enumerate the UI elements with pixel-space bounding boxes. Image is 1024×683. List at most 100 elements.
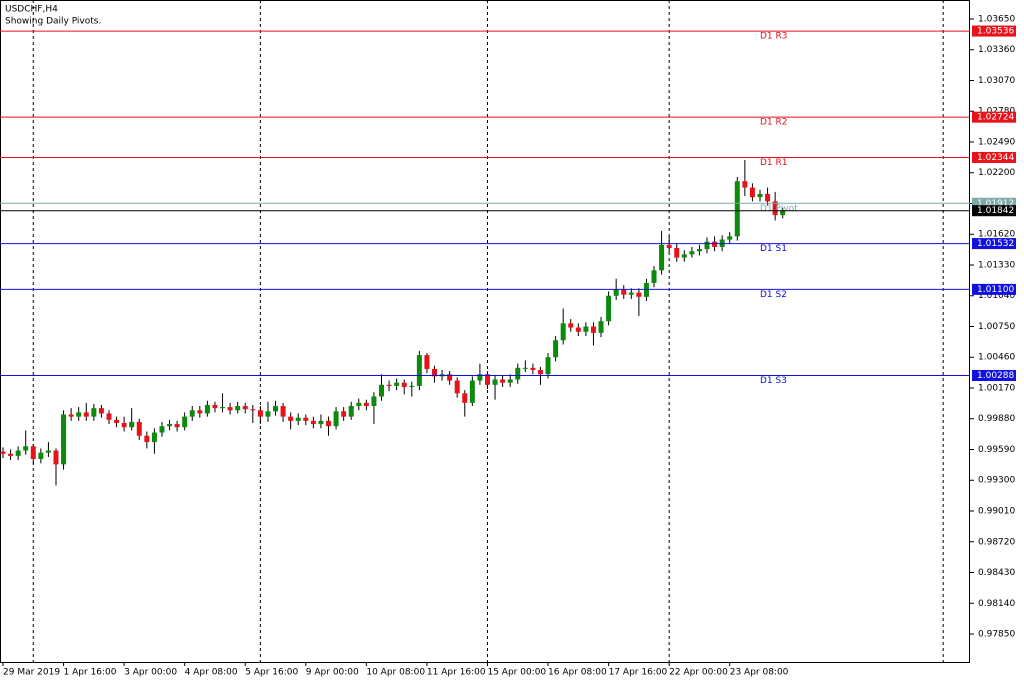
candle-body — [197, 410, 203, 414]
candle-body — [220, 407, 226, 409]
candle-body — [469, 380, 475, 403]
candle-body — [689, 251, 695, 255]
candle-body — [167, 424, 173, 427]
price-box-label: 1.02724 — [977, 113, 1014, 123]
x-tick-label: 3 Apr 00:00 — [124, 668, 177, 678]
candle-body — [780, 210, 786, 216]
candle-body — [288, 416, 294, 421]
candle-body — [0, 451, 6, 454]
candle-body — [68, 414, 74, 417]
price-box — [972, 197, 1016, 209]
candle-body — [386, 384, 392, 386]
y-tick-label: 1.02490 — [978, 137, 1015, 147]
current-price-label: 1.01842 — [977, 206, 1014, 216]
candle-body — [606, 295, 612, 322]
x-tick-label: 11 Apr 16:00 — [427, 668, 486, 678]
chart-title: USDCHF,H4 — [5, 5, 58, 15]
y-tick-label: 0.98140 — [978, 599, 1015, 609]
y-tick-label: 0.98430 — [978, 568, 1015, 578]
x-tick-label: 1 Apr 16:00 — [64, 668, 117, 678]
price-box-label: 1.00288 — [977, 371, 1014, 381]
pivot-level-name: D1 Pivot — [760, 204, 798, 214]
candle-body — [621, 289, 627, 295]
candle-body — [371, 396, 377, 407]
candle-body — [628, 292, 634, 295]
candle-body — [303, 417, 309, 421]
y-tick-label: 0.99880 — [978, 414, 1015, 424]
candle-body — [76, 412, 82, 417]
candle-body — [250, 409, 256, 411]
candle-body — [530, 367, 536, 370]
candle-body — [515, 367, 521, 380]
x-tick-label: 17 Apr 16:00 — [609, 668, 668, 678]
candle-body — [636, 292, 642, 297]
candle-body — [477, 374, 483, 381]
candle-body — [257, 410, 263, 417]
pivot-level-name: D1 S3 — [760, 376, 787, 386]
candle-body — [409, 385, 415, 387]
candle-body — [295, 417, 301, 421]
price-box — [972, 151, 1016, 163]
candle-body — [159, 426, 165, 433]
candle-body — [363, 402, 369, 407]
candle-body — [424, 355, 430, 369]
candle-body — [598, 321, 604, 333]
candle-body — [273, 406, 279, 412]
candle-body — [98, 408, 104, 414]
y-tick-label: 0.97850 — [978, 630, 1015, 640]
x-tick-label: 16 Apr 08:00 — [548, 668, 607, 678]
x-tick-label: 15 Apr 00:00 — [487, 668, 546, 678]
price-box — [972, 205, 1016, 217]
candle-body — [356, 402, 362, 407]
candle-body — [712, 241, 718, 247]
price-box — [972, 111, 1016, 123]
candle-body — [129, 421, 135, 428]
y-tick-label: 1.00750 — [978, 322, 1015, 332]
candle-body — [651, 270, 657, 284]
y-tick-label: 1.00460 — [978, 353, 1015, 363]
candle-body — [394, 382, 400, 386]
candle-body — [674, 248, 680, 258]
candle-body — [553, 340, 559, 358]
candle-body — [772, 201, 778, 216]
candle-body — [348, 406, 354, 417]
candle-body — [212, 404, 218, 409]
candle-body — [696, 249, 702, 252]
candle-body — [492, 379, 498, 385]
candle-body — [613, 289, 619, 296]
candle-body — [666, 244, 672, 249]
candle-body — [704, 241, 710, 250]
candle-body — [333, 411, 339, 427]
candle-body — [114, 419, 120, 423]
candle-body — [507, 379, 513, 383]
y-tick-label: 1.03650 — [978, 14, 1015, 24]
candle-body — [659, 244, 665, 271]
candle-body — [462, 393, 468, 403]
candle-body — [45, 450, 51, 453]
candle-body — [182, 416, 188, 428]
pivot-level-name: D1 R1 — [760, 158, 788, 168]
candle-body — [53, 450, 59, 465]
candle-body — [590, 326, 596, 333]
candle-body — [749, 187, 755, 198]
candle-body — [189, 410, 195, 417]
candle-body — [242, 406, 248, 410]
candle-body — [522, 367, 528, 369]
candle-body — [575, 327, 581, 332]
candle-body — [30, 446, 36, 460]
price-box — [972, 283, 1016, 295]
y-tick-label: 1.02200 — [978, 168, 1015, 178]
candle-body — [742, 181, 748, 188]
candle-body — [106, 413, 112, 420]
x-tick-label: 4 Apr 08:00 — [185, 668, 238, 678]
x-tick-label: 9 Apr 00:00 — [306, 668, 359, 678]
candle-body — [61, 414, 67, 465]
candle-body — [265, 411, 271, 417]
candle-body — [643, 283, 649, 297]
candle-body — [121, 422, 127, 428]
y-tick-label: 1.01620 — [978, 230, 1015, 240]
x-tick-label: 22 Apr 00:00 — [669, 668, 728, 678]
x-tick-label: 29 Mar 2019 — [3, 668, 60, 678]
